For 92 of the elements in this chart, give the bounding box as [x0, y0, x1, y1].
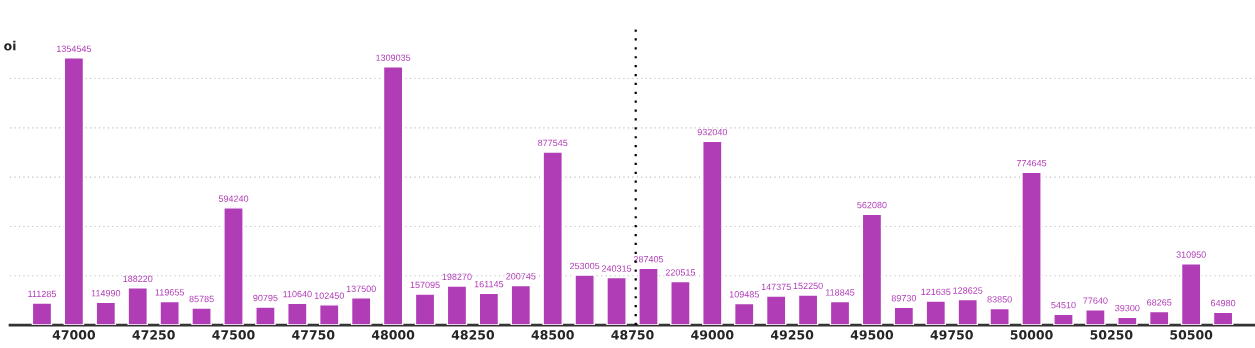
bar	[191, 307, 212, 326]
data-label: 39300	[1115, 304, 1140, 312]
bar	[478, 292, 500, 326]
data-label: 64980	[1210, 299, 1236, 307]
data-label: 109485	[729, 291, 759, 298]
x-tick-label: 47250	[132, 330, 175, 340]
data-label: 1354545	[57, 45, 92, 52]
data-label: 110640	[283, 290, 312, 298]
data-label: 118845	[825, 289, 855, 296]
data-label: 147375	[761, 283, 791, 291]
bar	[31, 302, 53, 326]
data-label: 310950	[1176, 251, 1206, 258]
bar	[925, 300, 947, 326]
bar	[606, 276, 627, 326]
bar	[1212, 311, 1234, 326]
bar	[574, 274, 595, 326]
bar	[127, 287, 148, 326]
y-axis-title: oi	[4, 40, 16, 51]
bar	[95, 301, 117, 326]
data-label: 562080	[857, 201, 887, 209]
data-label: 54510	[1051, 301, 1076, 309]
bar	[893, 306, 915, 326]
data-label: 137500	[346, 285, 376, 292]
data-label: 287405	[633, 256, 664, 263]
x-tick-label: 47750	[292, 330, 335, 340]
x-tick-label: 50000	[1010, 330, 1053, 340]
bar	[1148, 310, 1170, 326]
data-label: 253005	[570, 262, 600, 270]
bar	[1180, 263, 1202, 326]
data-label: 77640	[1083, 297, 1108, 304]
bar	[670, 280, 691, 326]
x-tick-label: 48000	[371, 330, 415, 340]
bar	[382, 66, 404, 326]
x-tick-label: 50500	[1170, 330, 1213, 340]
x-tick-label: 50250	[1090, 330, 1133, 340]
bar	[1021, 171, 1042, 326]
data-label: 774645	[1016, 159, 1047, 167]
x-tick-label: 48500	[531, 330, 574, 340]
bar	[318, 304, 340, 326]
bar	[702, 140, 723, 326]
x-tick-label: 47500	[212, 330, 255, 340]
bar	[797, 294, 819, 326]
x-tick-label: 49000	[691, 330, 734, 340]
bar	[861, 213, 883, 326]
data-label: 90795	[253, 294, 278, 302]
bar	[957, 298, 978, 326]
data-label: 1309035	[376, 54, 411, 61]
bar	[1053, 313, 1074, 326]
bar	[446, 285, 468, 326]
x-tick-label: 48750	[611, 330, 654, 340]
bar	[159, 300, 180, 326]
bar	[510, 284, 532, 326]
bar	[765, 295, 787, 326]
data-label: 119655	[155, 289, 184, 296]
bar	[542, 151, 563, 326]
data-label: 85785	[189, 295, 214, 303]
data-label: 198270	[442, 273, 472, 280]
data-label: 240315	[601, 265, 632, 272]
x-tick-label: 49250	[770, 330, 814, 340]
data-label: 114990	[91, 290, 121, 297]
bar	[1085, 309, 1106, 326]
data-label: 932040	[697, 128, 728, 136]
data-label: 111285	[28, 290, 56, 298]
bar	[63, 57, 85, 326]
data-label: 68265	[1147, 299, 1172, 306]
x-tick-label: 49750	[930, 330, 973, 340]
data-label: 89730	[891, 294, 917, 302]
bar	[829, 300, 851, 326]
data-label: 128625	[953, 287, 983, 294]
bar	[223, 207, 244, 326]
bar	[414, 293, 436, 326]
data-label: 83850	[987, 296, 1012, 303]
data-label: 161145	[474, 280, 504, 288]
data-label: 594240	[218, 195, 249, 202]
data-label: 152250	[793, 282, 823, 290]
x-tick-label: 47000	[52, 330, 96, 340]
bar	[638, 267, 659, 326]
x-tick-label: 49500	[850, 330, 894, 340]
data-label: 877545	[538, 139, 568, 147]
data-label: 157095	[410, 281, 440, 289]
bar	[1117, 316, 1138, 326]
data-label: 188220	[123, 275, 153, 282]
bar	[255, 306, 276, 326]
data-label: 121635	[921, 288, 951, 296]
bar	[989, 307, 1010, 326]
data-label: 200745	[506, 273, 536, 280]
data-label: 220515	[665, 269, 696, 276]
bar	[733, 302, 755, 326]
bar	[350, 297, 372, 326]
x-tick-label: 48250	[451, 330, 495, 340]
data-label: 102450	[314, 292, 344, 299]
bar	[287, 302, 308, 326]
